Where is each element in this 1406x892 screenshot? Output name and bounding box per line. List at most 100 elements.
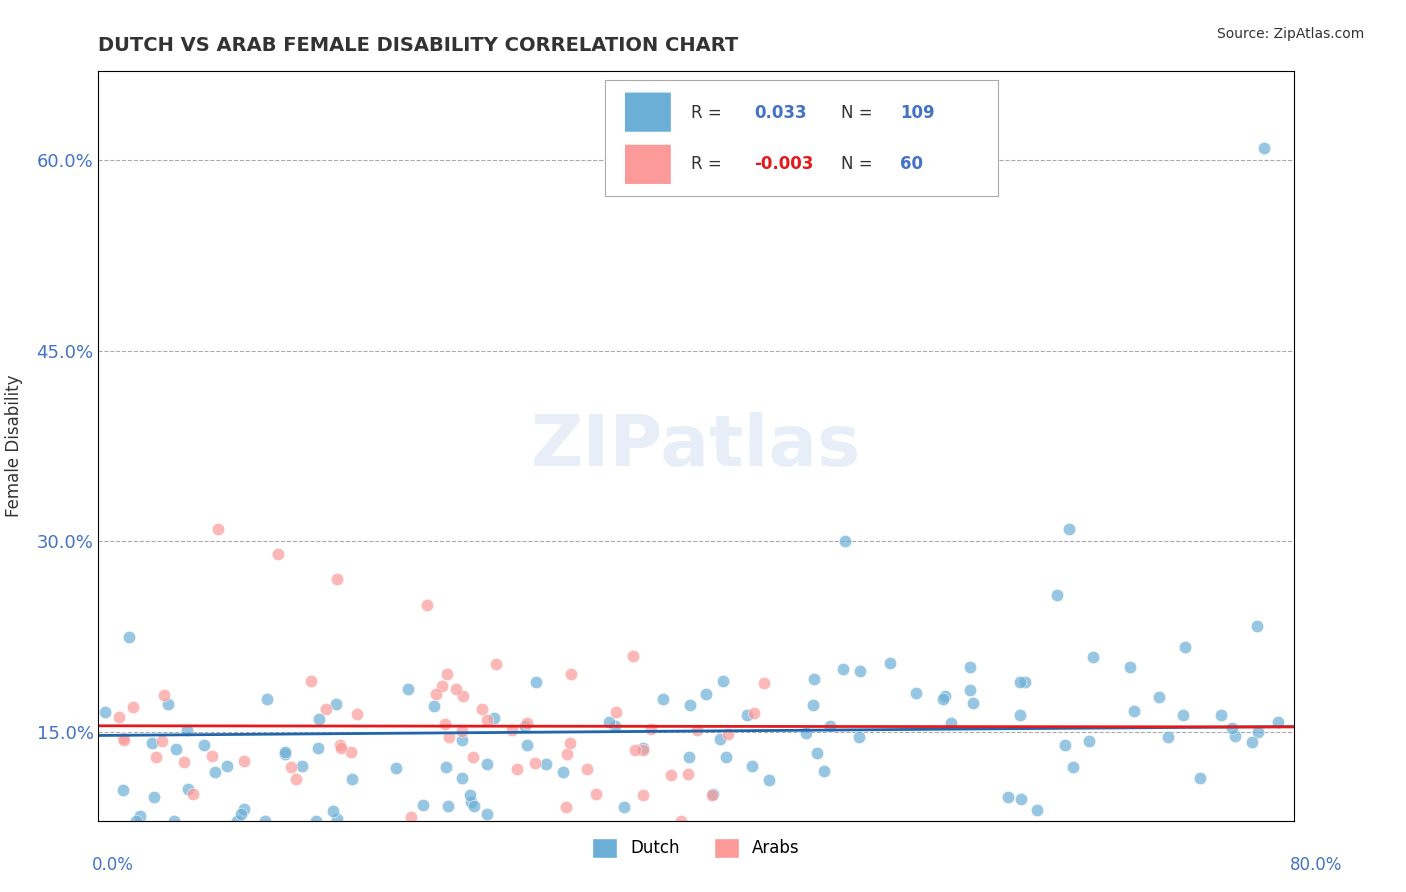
Point bbox=[165, 742, 187, 756]
Point bbox=[477, 757, 499, 772]
Point bbox=[156, 698, 179, 712]
FancyBboxPatch shape bbox=[624, 144, 672, 185]
Point bbox=[598, 714, 620, 729]
Point bbox=[834, 534, 856, 549]
Point bbox=[934, 690, 956, 704]
Point bbox=[659, 768, 682, 782]
Point bbox=[560, 736, 582, 750]
Point bbox=[111, 782, 134, 797]
Point bbox=[340, 745, 363, 759]
Text: -0.003: -0.003 bbox=[754, 155, 814, 173]
Point bbox=[671, 814, 693, 828]
Point bbox=[813, 764, 835, 778]
Point bbox=[1053, 738, 1076, 752]
Point bbox=[803, 672, 825, 686]
Point bbox=[1246, 724, 1268, 739]
Point bbox=[555, 747, 578, 762]
Point bbox=[108, 709, 131, 723]
Point bbox=[932, 692, 955, 706]
Point bbox=[1241, 735, 1264, 749]
Text: N =: N = bbox=[841, 103, 872, 121]
Point bbox=[506, 762, 529, 776]
Point bbox=[451, 689, 474, 703]
Point bbox=[959, 682, 981, 697]
Point bbox=[125, 814, 148, 828]
Point bbox=[463, 798, 485, 813]
Point bbox=[585, 787, 607, 801]
Point bbox=[450, 723, 472, 738]
Point bbox=[524, 756, 547, 770]
Point bbox=[631, 742, 654, 756]
Point bbox=[1157, 730, 1180, 744]
Point bbox=[274, 745, 297, 759]
Point bbox=[1077, 733, 1099, 747]
Point bbox=[1122, 704, 1144, 718]
Point bbox=[678, 750, 700, 764]
Point bbox=[254, 814, 277, 828]
Point bbox=[340, 772, 363, 786]
Point bbox=[207, 522, 229, 536]
Point bbox=[204, 764, 226, 779]
Point bbox=[461, 749, 484, 764]
Point bbox=[752, 676, 775, 690]
Point bbox=[633, 741, 655, 756]
Point bbox=[482, 711, 505, 725]
Point bbox=[225, 814, 247, 828]
Point bbox=[879, 656, 901, 670]
Point bbox=[744, 706, 766, 720]
Point bbox=[702, 787, 724, 801]
Point bbox=[516, 738, 538, 752]
Point bbox=[717, 727, 740, 741]
Point bbox=[475, 806, 498, 821]
Point bbox=[430, 679, 453, 693]
Text: 0.0%: 0.0% bbox=[91, 856, 134, 874]
Point bbox=[122, 699, 145, 714]
Point bbox=[702, 789, 724, 803]
Point bbox=[291, 759, 314, 773]
Point bbox=[1246, 619, 1268, 633]
Point bbox=[1267, 715, 1289, 730]
Point bbox=[128, 809, 150, 823]
Point bbox=[575, 762, 598, 776]
Point bbox=[695, 687, 717, 701]
Point bbox=[524, 675, 547, 690]
Point bbox=[329, 738, 352, 752]
Point bbox=[232, 754, 254, 768]
Point bbox=[173, 755, 195, 769]
Point bbox=[305, 814, 328, 828]
Point bbox=[152, 688, 174, 702]
Point bbox=[551, 764, 574, 779]
Point bbox=[501, 723, 523, 738]
Point bbox=[346, 707, 368, 722]
Point bbox=[801, 698, 824, 712]
FancyBboxPatch shape bbox=[624, 92, 672, 132]
Point bbox=[176, 723, 198, 737]
Text: Source: ZipAtlas.com: Source: ZipAtlas.com bbox=[1216, 27, 1364, 41]
Point bbox=[1174, 640, 1197, 654]
Point bbox=[676, 766, 699, 780]
Point bbox=[714, 750, 737, 764]
Point bbox=[651, 691, 673, 706]
Point bbox=[458, 789, 481, 803]
Point bbox=[640, 722, 662, 736]
Point bbox=[605, 705, 627, 719]
Point bbox=[997, 789, 1019, 804]
Point bbox=[1083, 650, 1105, 665]
Point bbox=[193, 738, 215, 752]
Point bbox=[686, 723, 709, 738]
Point bbox=[176, 782, 198, 797]
Point bbox=[412, 797, 434, 812]
Point bbox=[806, 747, 828, 761]
Point bbox=[94, 705, 117, 719]
Point bbox=[631, 788, 654, 802]
Point bbox=[560, 666, 582, 681]
Point bbox=[1059, 522, 1081, 536]
Point bbox=[401, 810, 423, 824]
Point bbox=[436, 760, 458, 774]
Point bbox=[325, 697, 347, 711]
Point bbox=[142, 789, 165, 804]
Point bbox=[112, 733, 135, 747]
Point bbox=[1147, 690, 1170, 704]
Text: N =: N = bbox=[841, 155, 872, 173]
Point bbox=[163, 814, 186, 828]
